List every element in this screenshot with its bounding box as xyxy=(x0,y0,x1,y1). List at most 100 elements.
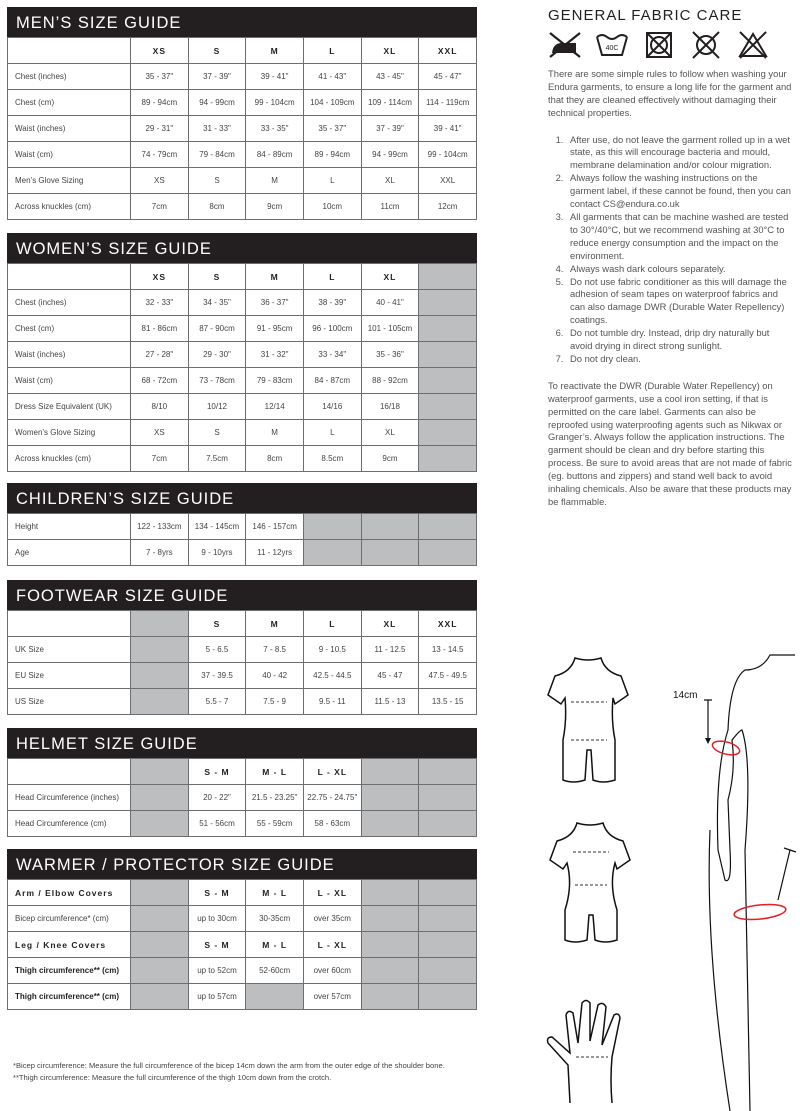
empty-cell xyxy=(130,688,189,715)
table-cell: 87 - 90cm xyxy=(187,315,247,342)
row-label: Across knuckles (cm) xyxy=(7,193,131,220)
table-cell: 55 - 59cm xyxy=(245,810,304,837)
table-cell: 14/16 xyxy=(302,393,362,420)
table-row: Thigh circumference** (cm) up to 52cm 52-6… xyxy=(7,957,477,984)
empty-cell xyxy=(418,905,477,932)
empty-cell xyxy=(360,539,420,566)
row-label: Chest (cm) xyxy=(7,315,131,342)
empty-cell xyxy=(360,784,420,811)
size-header: XL xyxy=(360,37,420,64)
table-cell: 94 - 99cm xyxy=(187,89,247,116)
size-header: L xyxy=(302,263,362,290)
table-cell: 35 - 37" xyxy=(130,63,189,90)
table-cell: 32 - 33" xyxy=(130,289,189,316)
row-label: Chest (cm) xyxy=(7,89,131,116)
row-label: Dress Size Equivalent (UK) xyxy=(7,393,131,420)
table-cell: 7.5cm xyxy=(187,445,247,472)
table-cell: 51 - 56cm xyxy=(187,810,247,837)
guide-title: MEN’S SIZE GUIDE xyxy=(7,7,477,37)
care-rule: Do not tumble dry. Instead, drip dry nat… xyxy=(566,327,793,353)
guide-title: CHILDREN’S SIZE GUIDE xyxy=(7,483,477,513)
guide-title: HELMET SIZE GUIDE xyxy=(7,728,477,758)
empty-cell xyxy=(130,879,189,906)
table-cell: 7.5 - 9 xyxy=(245,688,304,715)
size-header: S xyxy=(187,263,247,290)
table-cell: 91 - 95cm xyxy=(245,315,304,342)
table-cell: 9 - 10yrs xyxy=(187,539,247,566)
care-rule: All garments that can be machine washed … xyxy=(566,211,793,263)
row-label: Thigh circumference** (cm) xyxy=(7,957,131,984)
table-row: Head Circumference (cm) 51 - 56cm 55 - 59c… xyxy=(7,810,477,837)
table-row: UK Size 5 - 6.5 7 - 8.5 9 - 10.5 11 - 12.5 13… xyxy=(7,636,477,663)
table-cell: 13 - 14.5 xyxy=(418,636,477,663)
table-cell: 11 - 12yrs xyxy=(245,539,304,566)
fabric-care-title: GENERAL FABRIC CARE xyxy=(548,7,743,24)
empty-cell xyxy=(418,931,477,958)
row-label: Age xyxy=(7,539,131,566)
size-header: XXL xyxy=(418,610,477,637)
table-cell: 30-35cm xyxy=(245,905,304,932)
table-cell: XL xyxy=(360,167,420,194)
table-row: Head Circumference (inches) 20 - 22" 21.5 … xyxy=(7,784,477,811)
empty-cell xyxy=(418,419,477,446)
table-cell: 29 - 30" xyxy=(187,341,247,368)
wash-temp-label: 40C xyxy=(606,45,619,52)
table-cell: 146 - 157cm xyxy=(245,513,304,540)
size-header: XS xyxy=(130,263,189,290)
table-row: Age 7 - 8yrs 9 - 10yrs 11 - 12yrs xyxy=(7,539,477,566)
size-header: M xyxy=(245,610,304,637)
row-label: Chest (inches) xyxy=(7,63,131,90)
size-header: S - M xyxy=(187,931,247,958)
table-cell: up to 57cm xyxy=(187,983,247,1010)
table-cell: 88 - 92cm xyxy=(360,367,420,394)
table-cell: 122 - 133cm xyxy=(130,513,189,540)
table-row: Waist (cm) 74 - 79cm 79 - 84cm 84 - 89cm 89 … xyxy=(7,141,477,168)
empty-cell xyxy=(130,636,189,663)
row-label: Waist (inches) xyxy=(7,341,131,368)
table-row: Chest (cm) 81 - 86cm 87 - 90cm 91 - 95cm 96 … xyxy=(7,315,477,342)
table-row: Dress Size Equivalent (UK) 8/10 10/12 12/14… xyxy=(7,393,477,420)
row-label: Thigh circumference** (cm) xyxy=(7,983,131,1010)
table-cell: 35 - 36" xyxy=(360,341,420,368)
row-label: Women’s Glove Sizing xyxy=(7,419,131,446)
table-cell: L xyxy=(302,167,362,194)
size-header: L - XL xyxy=(302,758,362,785)
empty-cell xyxy=(130,957,189,984)
empty-cell xyxy=(302,539,362,566)
empty-cell xyxy=(360,957,420,984)
empty-cell xyxy=(302,513,362,540)
table-row: Waist (cm) 68 - 72cm 73 - 78cm 79 - 83cm 84 … xyxy=(7,367,477,394)
care-rule: After use, do not leave the garment roll… xyxy=(566,134,793,173)
size-header: M - L xyxy=(245,931,304,958)
row-label: US Size xyxy=(7,688,131,715)
size-header: M - L xyxy=(245,758,304,785)
empty-cell xyxy=(418,289,477,316)
table-cell: 109 - 114cm xyxy=(360,89,420,116)
empty-cell xyxy=(418,445,477,472)
row-label: UK Size xyxy=(7,636,131,663)
table-cell: M xyxy=(245,167,304,194)
table-cell: over 57cm xyxy=(302,983,362,1010)
table-row: Waist (inches) 29 - 31" 31 - 33" 33 - 35" 35… xyxy=(7,115,477,142)
table-row: Thigh circumference** (cm) up to 57cm over… xyxy=(7,983,477,1010)
table-row: Chest (inches) 32 - 33" 34 - 35" 36 - 37" 38… xyxy=(7,289,477,316)
table-cell: up to 30cm xyxy=(187,905,247,932)
table-cell: XS xyxy=(130,419,189,446)
row-label xyxy=(7,610,131,637)
table-cell: 47.5 - 49.5 xyxy=(418,662,477,689)
table-cell: 8cm xyxy=(245,445,304,472)
table-cell: 40 - 42 xyxy=(245,662,304,689)
table-cell: 9cm xyxy=(360,445,420,472)
table-cell: 16/18 xyxy=(360,393,420,420)
footnotes: *Bicep circumference: Measure the full c… xyxy=(13,1060,445,1084)
table-cell: 94 - 99cm xyxy=(360,141,420,168)
table-cell: XXL xyxy=(418,167,477,194)
empty-cell xyxy=(418,315,477,342)
size-header: L xyxy=(302,37,362,64)
empty-cell xyxy=(245,983,304,1010)
table-row: Height 122 - 133cm 134 - 145cm 146 - 157cm xyxy=(7,513,477,540)
table-cell: 5.5 - 7 xyxy=(187,688,247,715)
